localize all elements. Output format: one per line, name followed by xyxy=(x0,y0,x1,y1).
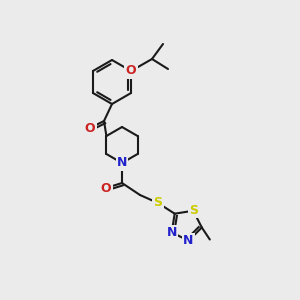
Text: N: N xyxy=(167,226,177,239)
Text: O: O xyxy=(101,182,111,194)
Text: N: N xyxy=(117,157,127,169)
Text: S: S xyxy=(189,204,198,217)
Text: N: N xyxy=(183,234,194,247)
Text: O: O xyxy=(85,122,95,134)
Text: O: O xyxy=(126,64,136,77)
Text: S: S xyxy=(154,196,163,209)
